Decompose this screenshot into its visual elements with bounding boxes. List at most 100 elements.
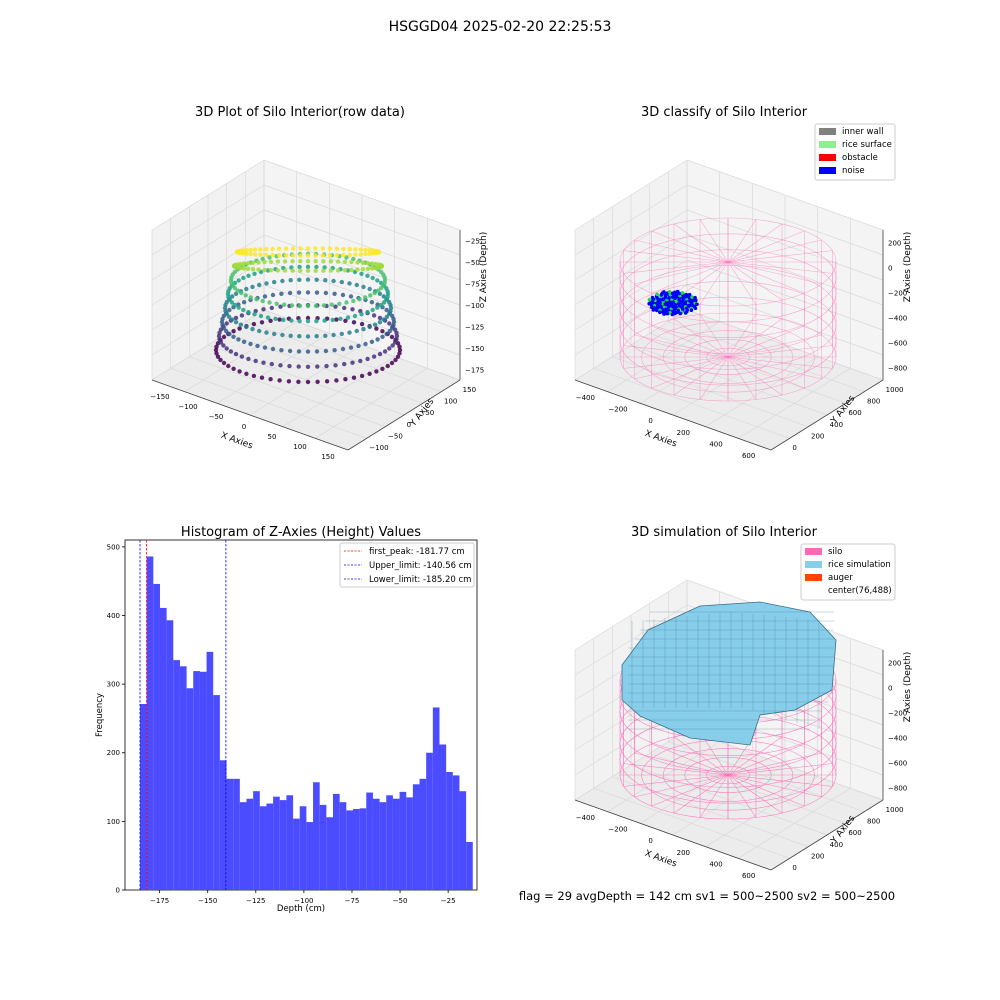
grid-line: [151, 159, 265, 231]
point: [268, 318, 273, 323]
point: [250, 326, 255, 332]
point: [270, 246, 275, 252]
point: [237, 369, 242, 374]
silo-spoke: [651, 261, 729, 294]
silo-spoke: [727, 774, 822, 798]
histogram-bar: [333, 793, 340, 890]
silo-spoke: [673, 736, 729, 776]
point: [353, 247, 358, 252]
silo-spoke: [651, 774, 729, 807]
point: [245, 266, 251, 271]
grid-line: [574, 184, 688, 256]
point: [392, 340, 398, 345]
point: [365, 356, 370, 362]
legend-label-lower-limit: Lower_limit: -185.20 cm: [369, 575, 471, 585]
silo-spoke: [727, 230, 805, 263]
silo-spoke: [727, 774, 833, 787]
point: [358, 247, 363, 252]
x-tick-label: 600: [742, 872, 755, 880]
classified-point: [655, 292, 659, 297]
point: [252, 271, 257, 276]
point: [327, 246, 333, 251]
point: [385, 289, 390, 294]
point: [358, 358, 363, 364]
y-tick-label: 200: [811, 853, 824, 861]
silo-spoke: [727, 261, 833, 274]
z-tick-label: −100: [465, 302, 484, 310]
histogram-bar: [239, 802, 247, 890]
histogram-bar: [233, 778, 240, 890]
histogram-bar: [206, 651, 214, 890]
point: [241, 275, 246, 281]
classified-point: [665, 311, 670, 316]
point: [322, 318, 327, 323]
histogram-bar: [299, 806, 307, 890]
point: [333, 304, 338, 309]
x-tick-label: −400: [576, 814, 595, 822]
y-tick-label: 200: [107, 749, 120, 757]
legend-label-first-peak: first_peak: -181.77 cm: [369, 547, 465, 557]
point: [394, 330, 399, 335]
point: [267, 255, 272, 260]
x-tick-label: 0: [648, 417, 652, 425]
point: [251, 321, 257, 327]
z-tick-label: −400: [888, 315, 907, 323]
point: [245, 261, 251, 266]
point: [268, 377, 273, 382]
silo-floor-ring: [684, 339, 772, 375]
classify-plot-title: 3D classify of Silo Interior: [641, 105, 808, 120]
point: [320, 253, 325, 258]
x-tick-label: 100: [293, 443, 306, 451]
x-tick-label: −200: [608, 826, 627, 834]
point: [397, 347, 403, 353]
legend-swatch-obstacle: [819, 154, 836, 161]
classified-point: [695, 302, 699, 307]
point: [224, 321, 229, 326]
rice-simulation-surface: [621, 601, 837, 746]
histogram-bar: [366, 792, 373, 890]
x-tick-label: −125: [246, 897, 265, 905]
point: [297, 318, 302, 324]
histogram-bar: [379, 802, 387, 890]
point: [244, 248, 249, 253]
histogram-bar: [352, 809, 360, 890]
point: [374, 369, 379, 374]
point: [313, 268, 318, 273]
histogram-bar: [166, 620, 174, 890]
silo-spoke: [727, 250, 833, 263]
point: [243, 293, 248, 298]
point: [262, 294, 268, 299]
point: [365, 266, 371, 271]
legend-label-upper-limit: Upper_limit: -140.56 cm: [369, 561, 472, 571]
silo-spoke: [727, 356, 805, 389]
silo-spoke: [623, 250, 729, 263]
x-tick-label: −75: [345, 897, 360, 905]
point: [374, 326, 379, 331]
point: [393, 357, 398, 363]
grid-line: [574, 159, 688, 231]
silo-spoke: [634, 774, 729, 798]
point: [296, 349, 302, 354]
classify-zlabel: Z Axies (Depth): [903, 232, 913, 303]
point: [367, 371, 372, 376]
point: [323, 290, 329, 296]
point: [214, 344, 219, 349]
histogram-bar: [346, 810, 353, 890]
point: [286, 379, 292, 384]
point: [218, 357, 223, 363]
y-tick-label: 1000: [886, 386, 904, 394]
point: [371, 354, 377, 359]
point: [305, 246, 311, 251]
histogram-bar: [293, 818, 300, 890]
silo-spoke: [634, 239, 729, 263]
classified-point: [650, 305, 654, 310]
point: [350, 360, 355, 365]
z-tick-label: −600: [888, 340, 907, 348]
grid-line: [151, 184, 265, 256]
point: [257, 328, 262, 334]
point: [250, 284, 255, 290]
classified-point: [684, 292, 689, 297]
point: [298, 246, 303, 251]
point: [289, 303, 295, 308]
